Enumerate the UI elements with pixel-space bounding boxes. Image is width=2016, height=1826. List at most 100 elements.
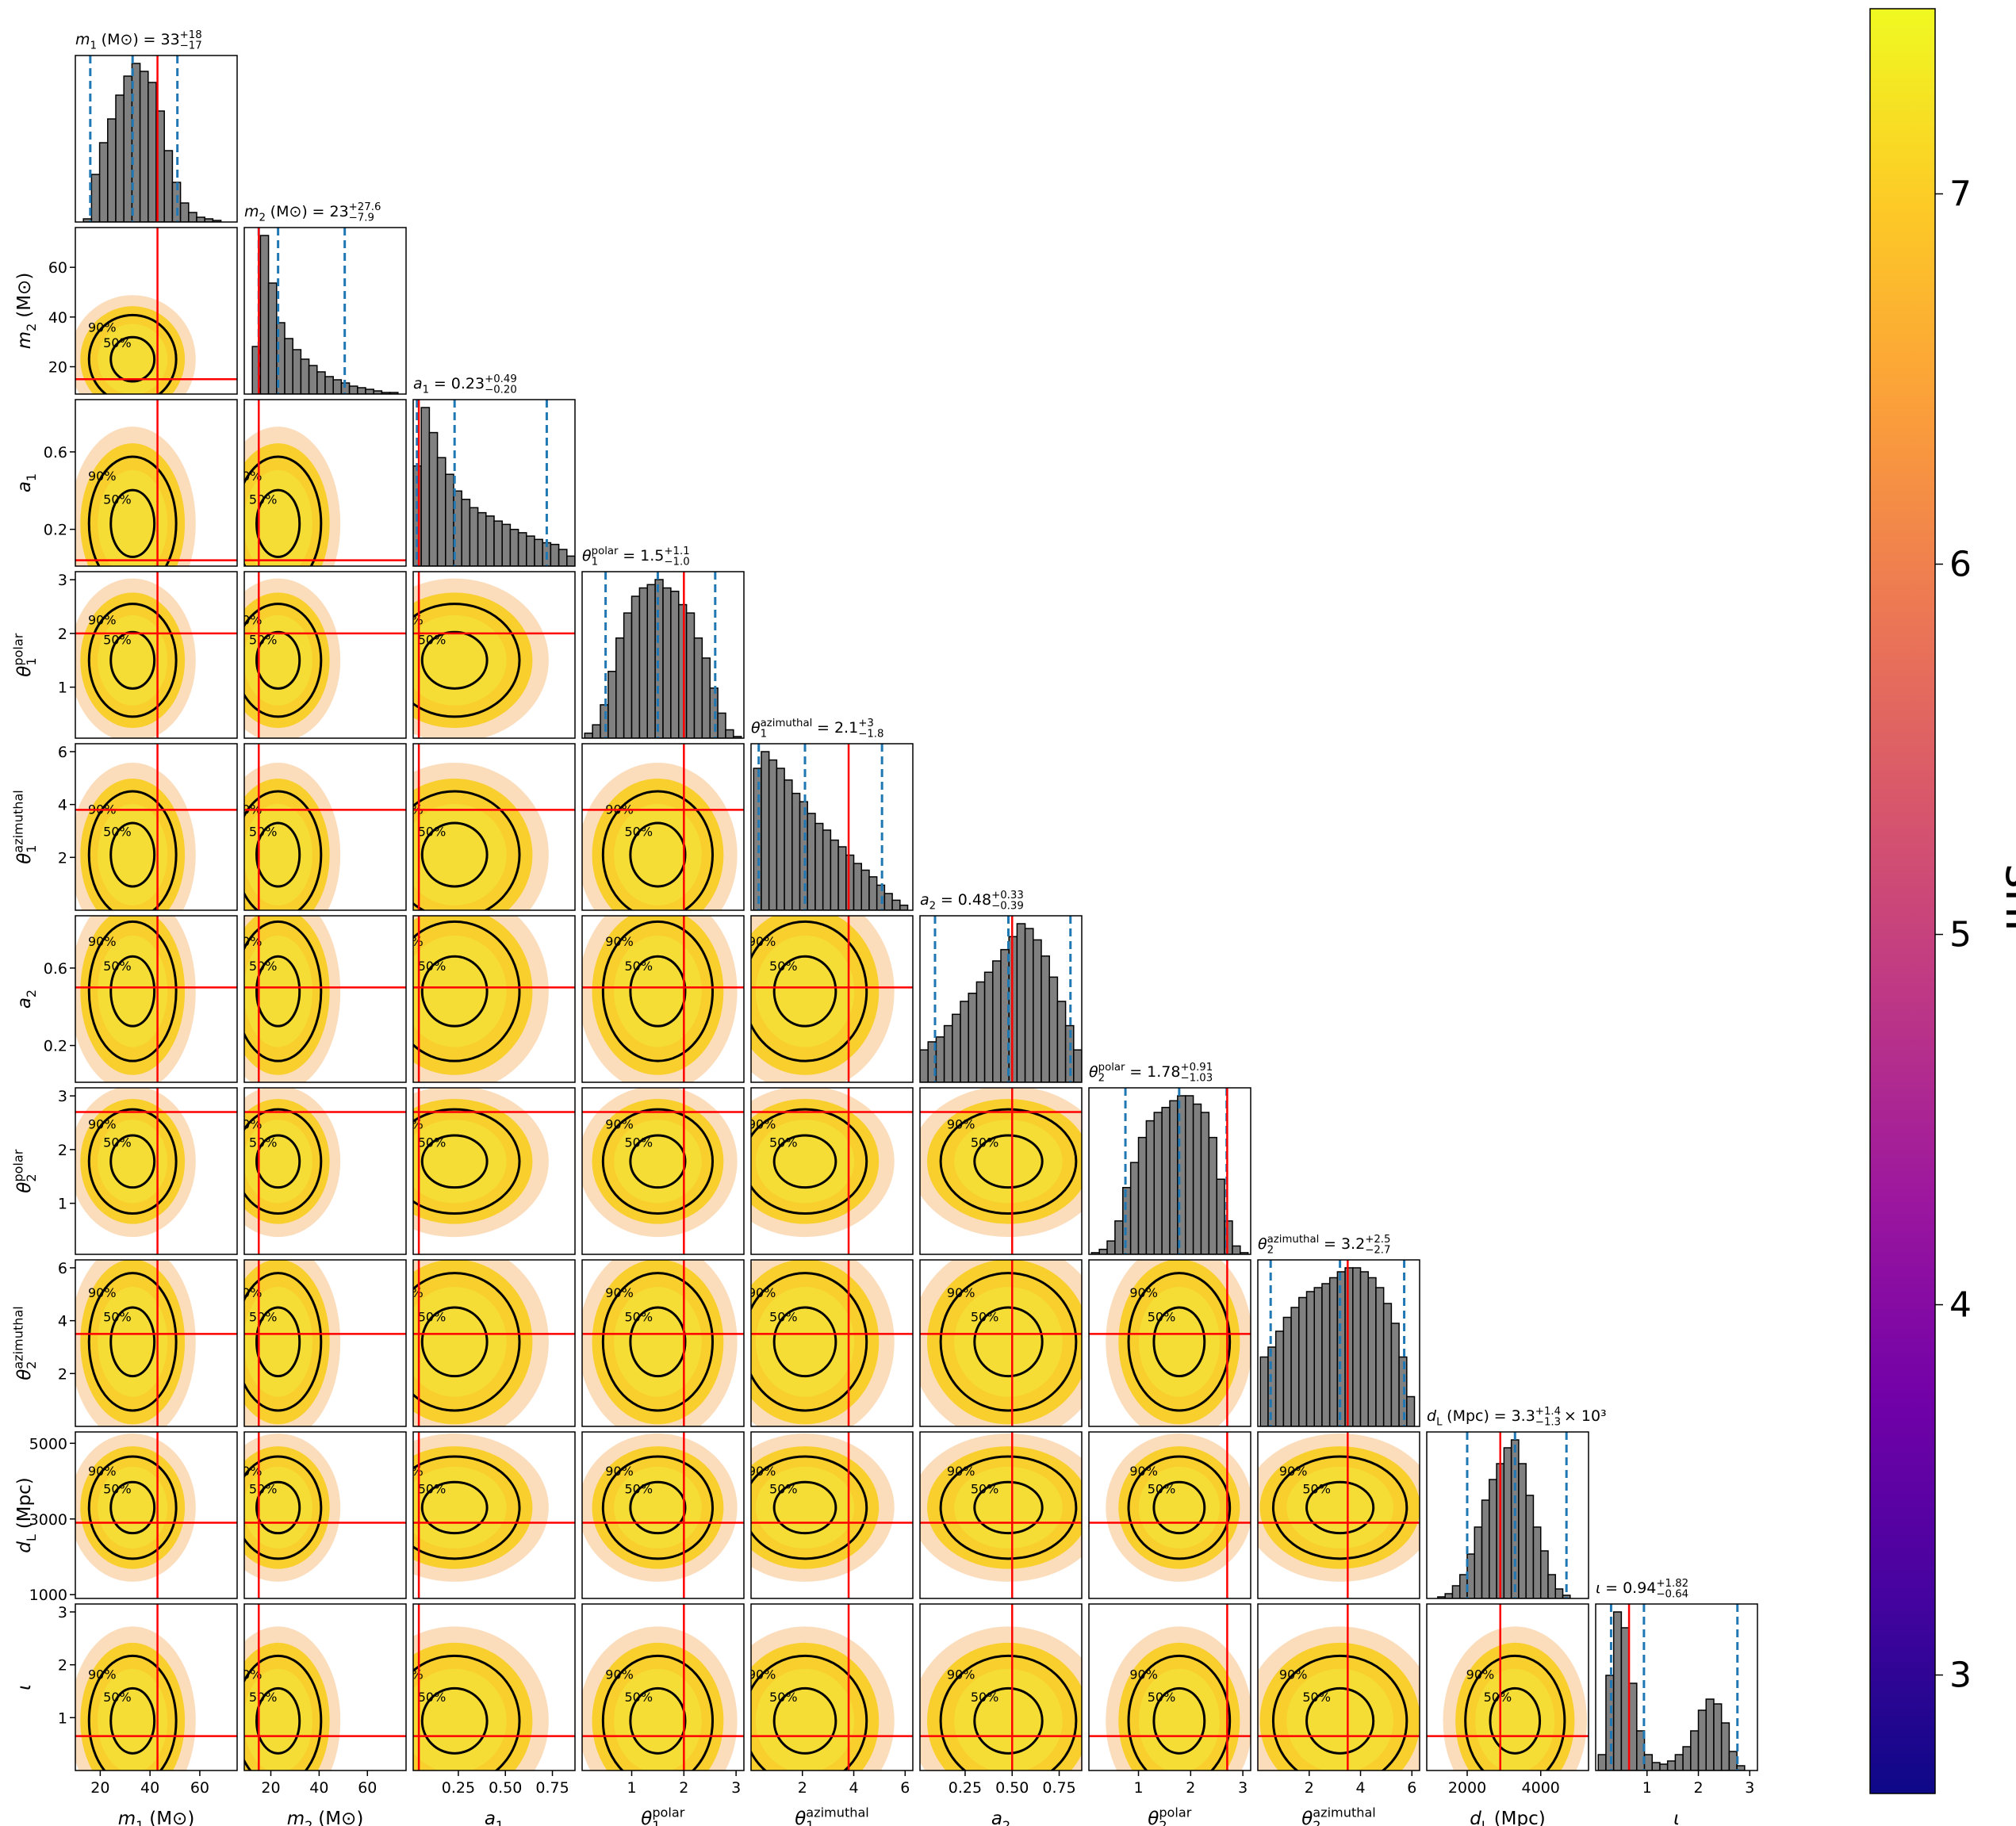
- contour-label: 90%: [605, 1285, 634, 1300]
- panel-content: 50%90%: [751, 1088, 913, 1254]
- contour-label: 50%: [624, 1481, 653, 1496]
- scatter-core: [244, 1287, 312, 1397]
- panel-frame: [919, 1431, 1083, 1599]
- hist-bar: [607, 671, 617, 738]
- panel-frame: [243, 1087, 407, 1255]
- contour: [109, 335, 156, 383]
- contour-label: 90%: [748, 1464, 776, 1479]
- text-part: = 1.78: [1129, 1063, 1180, 1081]
- contour-label: 90%: [88, 934, 117, 949]
- panel: 50%90%: [75, 1087, 238, 1255]
- panel-frame: [581, 571, 745, 739]
- contour: [244, 455, 323, 566]
- text-part: +1.4: [1535, 1406, 1561, 1418]
- text-part: −1.8: [858, 729, 883, 741]
- hist-bar: [469, 507, 479, 566]
- hist-bar: [1298, 1296, 1308, 1426]
- hist-bar: [98, 142, 109, 222]
- panel: 50%90%: [919, 1431, 1083, 1599]
- panel: 50%90%: [75, 915, 238, 1083]
- scatter-core: [954, 1466, 1063, 1549]
- contour: [87, 1108, 178, 1215]
- hist-bar: [1192, 1103, 1202, 1254]
- text-part: L: [24, 1534, 39, 1541]
- panel-frame: [750, 1431, 914, 1599]
- contour: [601, 920, 715, 1062]
- y-tick-label: 1: [58, 1709, 67, 1727]
- hist-bar: [837, 846, 847, 910]
- scatter-core: [244, 935, 312, 1047]
- panel: 50%90%: [581, 915, 745, 1083]
- panel-content: [251, 228, 399, 394]
- hist-bar: [1451, 1585, 1461, 1598]
- panel-frame: [243, 1603, 407, 1771]
- hist-bar: [1532, 1526, 1542, 1598]
- panel-title: dL (Mpc) = 3.3+1.4 −1.3 × 10³: [1427, 1406, 1607, 1429]
- contour-label: 50%: [418, 959, 447, 974]
- hist-bar: [1048, 976, 1059, 1082]
- contour-label: 90%: [234, 1464, 263, 1479]
- x-tick-label: 40: [140, 1779, 159, 1797]
- panel-frame: [919, 1259, 1083, 1427]
- text-part: θ: [795, 1809, 806, 1826]
- panel: [243, 227, 407, 395]
- panel: [1426, 1431, 1589, 1599]
- scatter-core: [755, 1668, 855, 1770]
- panel-content: 50%90%: [920, 1604, 1082, 1770]
- hist-bar: [308, 365, 318, 394]
- x-tick-label: 20: [90, 1779, 109, 1797]
- hist-bar: [1666, 1760, 1677, 1770]
- contour-label: 90%: [234, 469, 263, 484]
- x-tick-label: 4000: [1522, 1779, 1560, 1797]
- hist-bar: [1122, 1187, 1132, 1254]
- text-part: 1: [24, 844, 39, 852]
- contour-label: 50%: [971, 1135, 999, 1150]
- hist-bar: [445, 473, 454, 566]
- panel-content: 50%90%: [75, 1432, 237, 1598]
- colorbar-tick-label: 7: [1949, 174, 1972, 215]
- y-tick-label: 1: [58, 1196, 67, 1213]
- text-part: (M⊙): [149, 1809, 194, 1826]
- panel-frame: [412, 399, 576, 567]
- scatter-core: [1286, 1668, 1393, 1770]
- hist-bar: [1444, 1593, 1454, 1598]
- panel-content: [82, 56, 222, 222]
- y-tick-label: 3: [58, 1604, 67, 1621]
- hist-bar: [1328, 1277, 1339, 1426]
- scatter-core: [755, 1120, 855, 1204]
- contour: [255, 630, 301, 690]
- contour: [413, 1108, 521, 1215]
- scatter-core: [98, 1668, 168, 1770]
- panel-title: ι = 0.94+1.82 −0.64: [1596, 1578, 1688, 1601]
- hist-bar: [814, 822, 824, 910]
- text-part: θ: [1301, 1809, 1313, 1826]
- text-part: azimuthal: [806, 1805, 869, 1820]
- panel-frame: [1595, 1603, 1758, 1771]
- panel-content: 50%90%: [748, 1432, 913, 1598]
- contour: [939, 1272, 1078, 1412]
- hist-bar: [534, 538, 543, 566]
- panel-content: [1259, 1260, 1416, 1426]
- hist-bar: [1503, 1447, 1512, 1598]
- panel-frame: [75, 1087, 238, 1255]
- hist-bar: [1024, 928, 1034, 1082]
- hist-bar: [1597, 1754, 1607, 1770]
- hist-bar: [1313, 1287, 1323, 1426]
- contour: [244, 920, 323, 1062]
- hist-bar: [389, 392, 399, 394]
- contour: [1464, 1654, 1566, 1770]
- contour-label: 90%: [748, 1285, 776, 1300]
- contour: [420, 1306, 489, 1378]
- text-part: = 1.5: [623, 547, 664, 565]
- text-part: θ: [1148, 1809, 1159, 1826]
- hist-bar: [1481, 1499, 1490, 1598]
- panel-content: 50%90%: [75, 916, 237, 1082]
- hist-bar: [638, 587, 649, 738]
- contour: [772, 1306, 837, 1378]
- hist-bar: [436, 457, 447, 566]
- contour: [772, 1480, 837, 1535]
- text-part: θ: [14, 853, 35, 864]
- hist-bar: [693, 637, 703, 738]
- panel-frame: [919, 915, 1083, 1083]
